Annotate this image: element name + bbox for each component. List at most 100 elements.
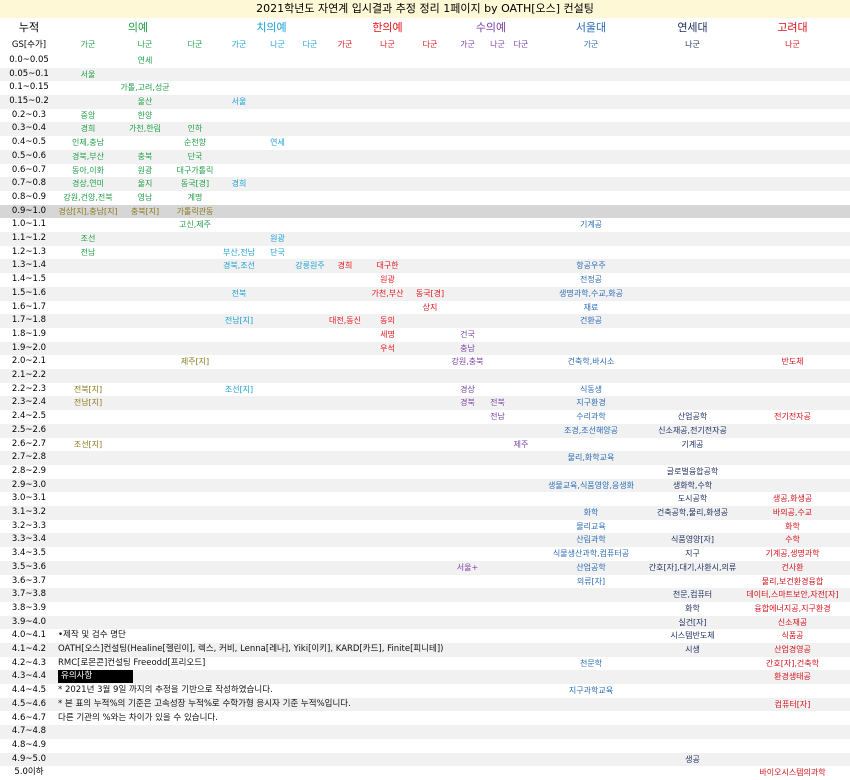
cell: 산림과학: [576, 535, 606, 545]
cell: 서울+: [456, 562, 479, 572]
cell: 대전,동신: [329, 316, 361, 326]
row-bg: [0, 341, 850, 356]
cell: 상지: [422, 302, 438, 312]
row-bg: [0, 314, 850, 328]
gs-label: 3.7~3.8: [11, 589, 47, 600]
cell: 영남: [137, 192, 153, 202]
cell: 인하: [187, 124, 203, 134]
gs-label: 0.5~0.6: [11, 150, 47, 161]
row-bg: [0, 286, 850, 301]
cell: 데이터,스마트보안,자전[자]: [746, 590, 839, 600]
cell: 화학: [583, 508, 599, 518]
row-bg: [0, 259, 850, 274]
cell: 건사환: [781, 562, 804, 572]
cell: 물리교육: [576, 521, 606, 531]
cell: 환경생태공: [774, 672, 811, 682]
cell: 제주[지]: [180, 357, 210, 367]
row-bg: [0, 149, 850, 164]
gs-label: 4.2~4.3: [11, 657, 47, 668]
note: RMC[로몬콘]컨설팅 Freeodd[프리오드]: [58, 657, 205, 670]
sub-header: 다군: [187, 40, 203, 49]
cell: 신소재공,전기전자공: [658, 425, 727, 435]
gs-label: 0.6~0.7: [11, 164, 47, 175]
cell: 순천향: [183, 138, 207, 148]
row-bg: [0, 273, 850, 287]
cell: 시스템반도체: [670, 631, 715, 641]
title: 2021학년도 자연계 입시결과 추정 정리 1페이지 by OATH[오스] …: [0, 0, 850, 18]
row-bg: [0, 752, 850, 767]
gs-label: 4.7~4.8: [11, 726, 47, 737]
gs-label: 1.4~1.5: [11, 274, 47, 285]
cell: 경희: [337, 261, 353, 271]
gs-label: 2.5~2.6: [11, 424, 47, 435]
cell: 생공,화생공: [772, 494, 813, 504]
gs-label: 3.8~3.9: [11, 602, 47, 613]
cell: 생화학,수학: [672, 480, 713, 490]
gs-label: 3.5~3.6: [11, 561, 47, 572]
row-bg: [0, 519, 850, 534]
cell: 화학: [685, 603, 700, 613]
note-text: RMC[로몬콘]컨설팅 Freeodd[프리오드]: [58, 657, 206, 668]
cell: 충북: [137, 151, 153, 161]
row-bg: [0, 81, 850, 96]
row-bg: [0, 410, 850, 424]
row-bg: [0, 547, 850, 561]
row-bg: [0, 396, 850, 411]
cell: 건환공: [579, 316, 603, 326]
gs-label: 0.8~0.9: [11, 191, 47, 202]
cell: 동아,이화: [72, 165, 104, 175]
cell: 동국[경]: [180, 179, 210, 189]
cell: 융합에너지공,지구환경: [754, 603, 831, 613]
cell: 부산,전남: [223, 247, 255, 257]
row-bg: [0, 506, 850, 520]
cell: 수리과학: [576, 412, 606, 422]
gs-label: 3.6~3.7: [11, 575, 47, 586]
sub-header: 가군: [80, 40, 96, 49]
cell: 경북: [460, 398, 475, 408]
row-bg: [0, 711, 850, 726]
gs-label: 0.0~0.05: [9, 55, 49, 65]
cell: 원광: [137, 165, 153, 175]
sub-header: 다군: [302, 40, 318, 49]
row-bg: [0, 67, 850, 82]
cell: 강원,충북: [451, 357, 484, 367]
cell: 조선[지]: [73, 439, 103, 449]
note-box: 유의사항: [58, 671, 96, 682]
cell: 바이오시스템의과학: [759, 768, 826, 778]
cell: 대구한: [376, 261, 399, 271]
cell: 건축학,바시소: [567, 357, 615, 367]
gs-label: 3.0~3.1: [11, 493, 47, 504]
row-bg: [0, 163, 850, 178]
cell: 글로벌융합공학: [666, 466, 719, 476]
gs-label: 2.0~2.1: [11, 356, 47, 367]
gs-label: 2.4~2.5: [11, 411, 47, 422]
cell: 컴퓨터[자]: [774, 699, 811, 709]
cell: 수학: [785, 535, 800, 545]
sub-header: 다군: [422, 40, 438, 49]
sub-header: 가군: [231, 40, 247, 49]
row-bg: [0, 95, 850, 109]
gs-label: 4.3~4.4: [11, 671, 47, 682]
cell: 단국: [270, 247, 285, 257]
gs-label: 1.1~1.2: [11, 233, 47, 244]
gs-label: 0.3~0.4: [11, 123, 47, 134]
cell: 항공우주: [576, 261, 606, 271]
cell: 도시공학: [677, 494, 708, 504]
gs-label: 3.9~4.0: [11, 616, 47, 627]
row-bg: [0, 615, 850, 630]
sub-header: 다군: [513, 40, 529, 49]
cell: 가톨,고려,성균: [120, 83, 170, 93]
row-bg: [0, 177, 850, 191]
note: 유의사항: [58, 670, 133, 684]
cell: 전정공: [579, 275, 603, 285]
group-header: 서울대: [575, 21, 607, 34]
row-bg: [0, 300, 850, 315]
gs-label: 0.4~0.5: [11, 137, 47, 148]
cell: 식품공: [781, 631, 804, 641]
cell: 전북[지]: [73, 384, 103, 394]
row-bg: [0, 478, 850, 493]
row-bg: [0, 423, 850, 438]
cell: 강릉원주: [295, 261, 325, 271]
note-text: •제작 및 검수 명단: [58, 630, 126, 641]
gs-label: 1.6~1.7: [11, 301, 47, 312]
